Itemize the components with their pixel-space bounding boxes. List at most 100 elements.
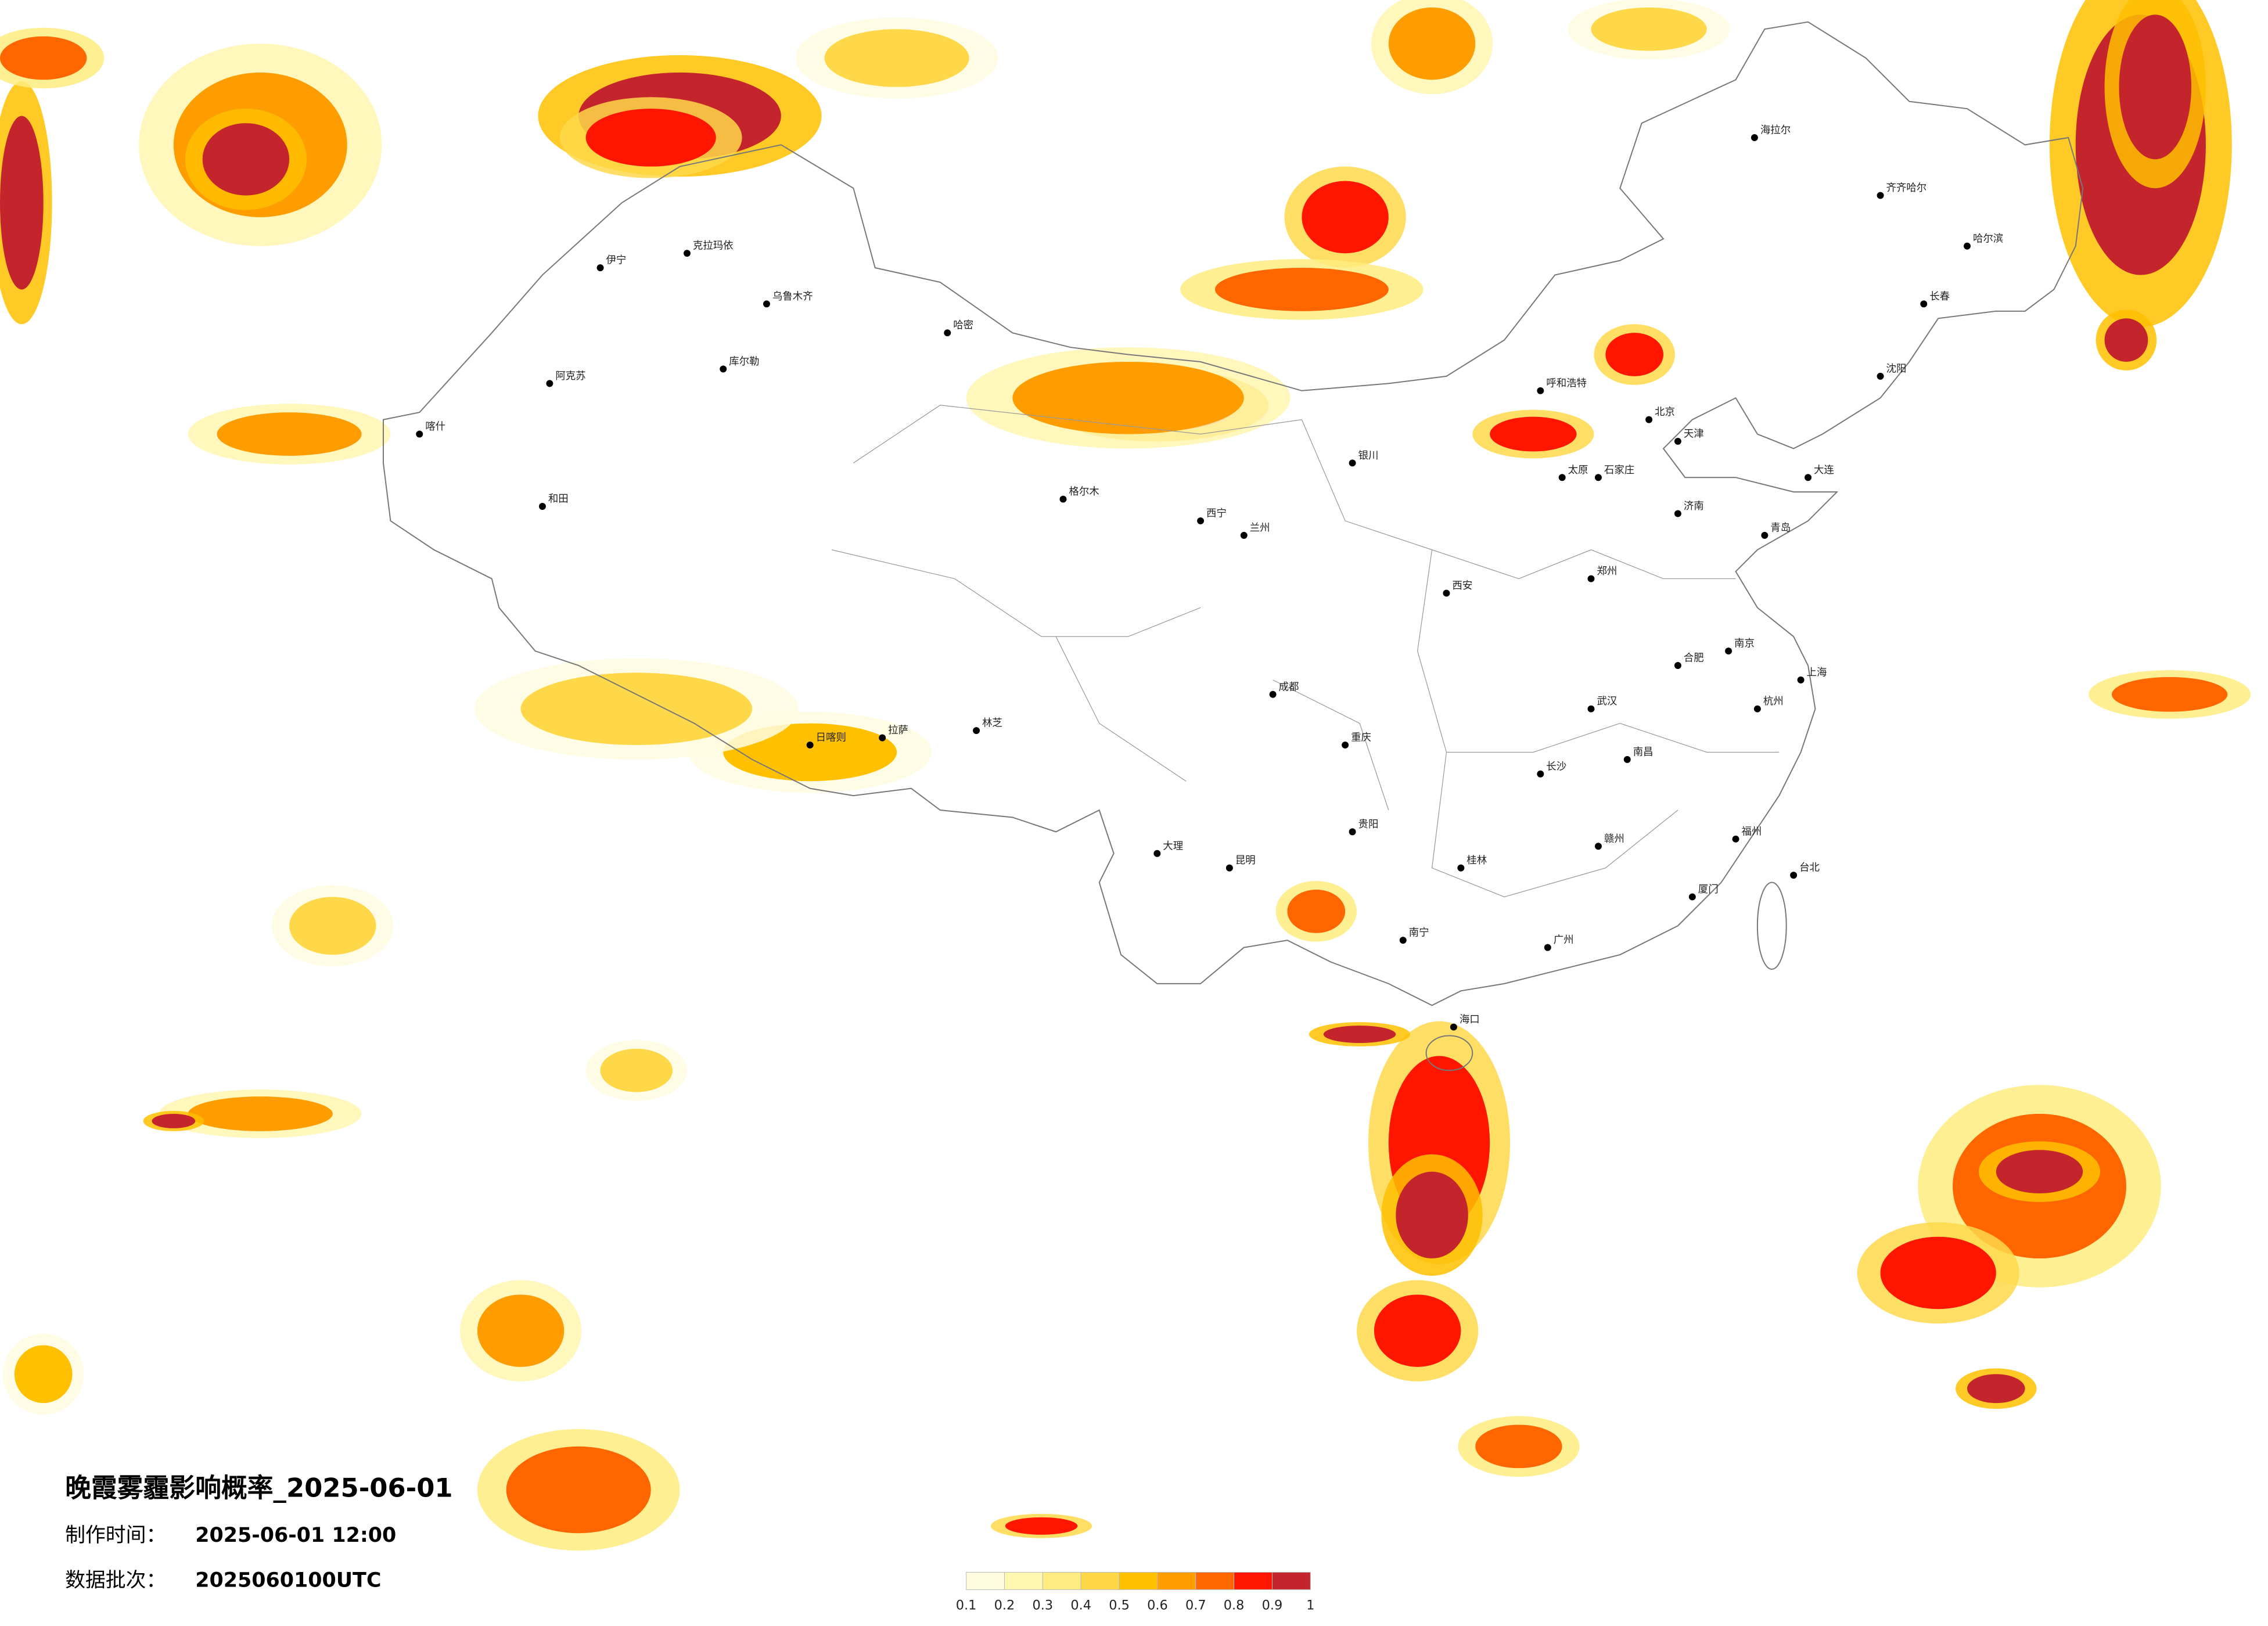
fog-patches xyxy=(0,0,2251,1551)
batch-value: 2025060100UTC xyxy=(195,1569,381,1592)
city-label: 天津 xyxy=(1684,429,1704,440)
city-dot xyxy=(1751,134,1758,141)
legend-tick-label: 0.2 xyxy=(994,1598,1015,1613)
city-dot xyxy=(1587,705,1595,713)
fog-patch xyxy=(1396,1171,1468,1259)
fog-patch xyxy=(520,672,753,745)
city-dot xyxy=(1805,474,1812,481)
city-label: 济南 xyxy=(1684,501,1704,512)
city-label: 银川 xyxy=(1358,450,1379,462)
legend-swatch xyxy=(1271,1571,1311,1590)
city-dot xyxy=(538,503,546,510)
city-label: 呼和浩特 xyxy=(1546,377,1587,389)
fog-patch xyxy=(14,1345,73,1404)
province-lines xyxy=(831,405,1780,898)
city-dot xyxy=(1964,242,1971,250)
legend-tick-label: 0.5 xyxy=(1109,1598,1130,1613)
legend: 0.1 0.2 0.3 0.4 0.5 0.6 0.7 0.8 0.9 1 xyxy=(956,1571,1314,1613)
fog-patch xyxy=(1605,333,1663,376)
city-label: 沈阳 xyxy=(1886,363,1907,375)
city-dot xyxy=(1587,575,1595,582)
legend-tick-label: 0.7 xyxy=(1185,1598,1206,1613)
fog-patch xyxy=(1005,1517,1078,1535)
city-label: 北京 xyxy=(1655,406,1675,418)
city-label: 昆明 xyxy=(1235,855,1256,866)
legend-swatch xyxy=(1234,1571,1273,1590)
city-label: 克拉玛依 xyxy=(693,240,734,252)
made-time-value: 2025-06-01 12:00 xyxy=(195,1524,396,1547)
city-dot xyxy=(973,727,980,735)
hainan-outline xyxy=(1425,1035,1473,1071)
fog-patch xyxy=(1880,1236,1996,1310)
city-dot xyxy=(763,300,770,308)
city-label: 哈密 xyxy=(953,320,973,332)
city-dot xyxy=(944,329,951,337)
city-dot xyxy=(1674,437,1681,445)
city-dot xyxy=(1558,474,1566,481)
city-dot xyxy=(1443,589,1450,597)
fog-patch xyxy=(1996,1150,2083,1193)
fog-patch xyxy=(289,897,376,955)
city-dot xyxy=(1877,372,1884,380)
city-label: 成都 xyxy=(1279,681,1299,693)
legend-swatch xyxy=(1195,1571,1235,1590)
city-label: 贵阳 xyxy=(1358,819,1379,830)
legend-tick-label: 0.9 xyxy=(1262,1598,1283,1613)
city-label: 乌鲁木齐 xyxy=(772,291,813,303)
fog-patch xyxy=(1287,889,1346,933)
city-label: 南昌 xyxy=(1633,746,1654,758)
fog-patch xyxy=(0,116,44,290)
china-outline xyxy=(382,21,2084,1006)
city-dot xyxy=(546,380,553,387)
city-label: 广州 xyxy=(1554,934,1574,946)
city-dot xyxy=(806,741,814,749)
city-label: 台北 xyxy=(1799,862,1820,874)
city-label: 齐齐哈尔 xyxy=(1886,182,1927,194)
fog-patch xyxy=(1591,7,1707,51)
city-dot xyxy=(1153,850,1161,857)
city-dot xyxy=(1594,843,1602,850)
city-label: 海口 xyxy=(1460,1014,1480,1026)
city-dot xyxy=(1674,510,1681,517)
city-label: 日喀则 xyxy=(816,732,846,743)
fog-patch xyxy=(585,109,716,167)
legend-swatch xyxy=(1157,1571,1196,1590)
city-dot xyxy=(720,365,727,373)
city-label: 大连 xyxy=(1814,465,1834,476)
fog-patch xyxy=(824,29,969,87)
city-label: 桂林 xyxy=(1467,855,1487,866)
city-dot xyxy=(1450,1023,1457,1031)
city-label: 伊宁 xyxy=(606,255,626,267)
city-dot xyxy=(683,250,691,257)
city-label: 长春 xyxy=(1929,291,1950,303)
legend-swatch xyxy=(966,1571,1005,1590)
city-label: 太原 xyxy=(1568,465,1588,476)
city-label: 西安 xyxy=(1452,580,1472,592)
city-dot xyxy=(1623,756,1631,763)
city-dot xyxy=(1674,661,1681,669)
city-label: 武汉 xyxy=(1597,696,1617,707)
legend-swatch xyxy=(1042,1571,1081,1590)
city-dot xyxy=(1877,192,1884,199)
city-dot xyxy=(1544,944,1551,951)
fog-patch xyxy=(600,1048,673,1092)
map-title: 晚霞雾霾影响概率_2025-06-01 xyxy=(65,1473,453,1503)
city-label: 拉萨 xyxy=(888,725,908,736)
fog-patch xyxy=(2104,318,2148,362)
fog-patch xyxy=(152,1114,196,1128)
city-dot xyxy=(1059,495,1067,503)
city-label: 哈尔滨 xyxy=(1973,233,2003,244)
city-dot xyxy=(1240,531,1248,539)
city-label: 林芝 xyxy=(982,718,1002,729)
city-label: 阿克苏 xyxy=(555,370,585,382)
city-dot xyxy=(1761,531,1769,539)
city-dot xyxy=(1399,937,1407,944)
city-dot xyxy=(1457,864,1465,872)
fog-patch xyxy=(1490,416,1577,452)
fog-patch xyxy=(1374,1294,1461,1367)
city-label: 杭州 xyxy=(1763,696,1784,707)
city-label: 上海 xyxy=(1807,667,1827,678)
city-dot xyxy=(1688,893,1696,901)
city-dot xyxy=(1197,517,1205,524)
